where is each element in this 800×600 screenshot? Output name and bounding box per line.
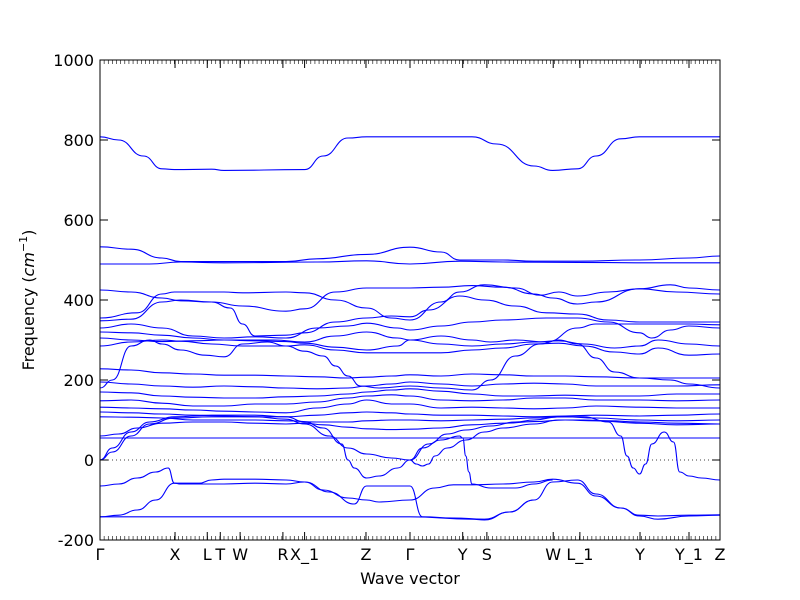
phonon-band-23	[409, 416, 721, 481]
phonon-band-24	[409, 419, 721, 467]
phonon-band-13	[99, 381, 721, 390]
x-tick-label: L_1	[566, 545, 593, 565]
phonon-band-3	[100, 260, 720, 265]
minor-ticks	[99, 60, 721, 540]
y-tick-label: 800	[63, 131, 94, 150]
y-axis-label-exp: −1	[17, 236, 30, 252]
phonon-band-21	[99, 414, 411, 479]
phonon-band-2	[99, 246, 721, 263]
phonon-band-18	[99, 416, 721, 423]
x-tick-label: Y_1	[674, 545, 703, 565]
y-axis-label-unit: cm	[19, 252, 38, 276]
y-tick-label: -200	[58, 531, 94, 550]
x-tick-label: S	[482, 545, 492, 564]
phonon-band-14	[99, 388, 720, 399]
y-tick-label: 200	[63, 371, 94, 390]
phonon-band-4	[99, 284, 721, 312]
phonon-band-22	[99, 416, 411, 461]
y-axis-ticks: -200 0 200 400 600 800 1000	[53, 51, 720, 550]
phonon-band-9	[99, 337, 721, 351]
x-tick-label: Z	[715, 545, 726, 564]
x-tick-label: Z	[360, 545, 371, 564]
x-tick-label: L	[203, 545, 212, 564]
phonon-band-25	[409, 435, 553, 489]
phonon-band-10	[99, 339, 721, 356]
x-tick-label: Y	[457, 545, 468, 564]
bands	[99, 136, 721, 521]
x-tick-label: X	[170, 545, 181, 564]
x-tick-label: X_1	[290, 545, 319, 565]
y-tick-label: 600	[63, 211, 94, 230]
plot-frame	[99, 59, 721, 541]
phonon-band-27	[99, 479, 721, 520]
y-axis-label-main: Frequency	[19, 288, 38, 371]
phonon-band-12	[99, 368, 720, 379]
phonon-band-5	[99, 284, 721, 321]
x-tick-label: Y	[634, 545, 645, 564]
phonon-band-16	[99, 399, 720, 414]
phonon-band-7	[99, 317, 721, 339]
x-tick-label: W	[232, 545, 248, 564]
x-tick-label: W	[545, 545, 561, 564]
x-tick-label: Γ	[406, 545, 415, 564]
phonon-band-6	[99, 295, 720, 337]
x-tick-label: T	[214, 545, 225, 564]
y-axis-label: Frequency (cm−1)	[17, 230, 38, 371]
phonon-band-8	[99, 323, 721, 343]
phonon-band-19	[99, 419, 721, 437]
x-axis-label: Wave vector	[360, 569, 460, 588]
y-tick-label: 1000	[53, 51, 94, 70]
x-axis-ticks: Γ X L T W R X_1 Z Γ Y S W L_1 Y Y_1 Z	[96, 60, 726, 565]
phonon-band-1	[99, 136, 721, 171]
y-tick-label: 400	[63, 291, 94, 310]
phonon-band-28	[100, 499, 535, 521]
y-tick-label: 0	[84, 451, 94, 470]
phonon-band-15	[99, 394, 721, 407]
x-tick-label: R	[277, 545, 288, 564]
phonon-band-26	[99, 467, 721, 517]
x-tick-label: Γ	[96, 545, 105, 564]
